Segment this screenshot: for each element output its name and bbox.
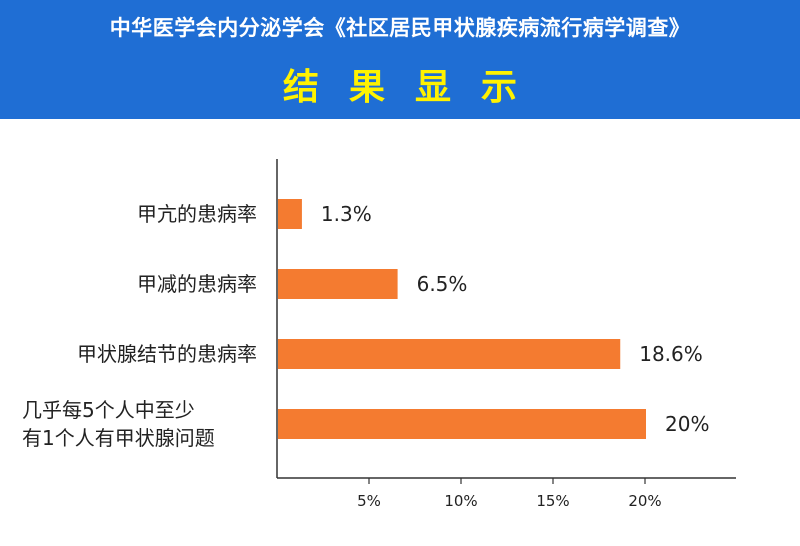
- category-label: 几乎每5个人中至少: [22, 398, 195, 422]
- bar-value-label: 1.3%: [321, 202, 372, 226]
- header-subtitle: 结果显示: [282, 67, 547, 108]
- bar: [278, 409, 646, 439]
- header-banner: 中华医学会内分泌学会《社区居民甲状腺疾病流行病学调查》 结果显示: [0, 0, 800, 119]
- bar-value-label: 6.5%: [417, 272, 468, 296]
- x-tick-label: 15%: [536, 492, 569, 510]
- category-label: 甲状腺结节的患病率: [77, 342, 257, 366]
- category-label: 有1个人有甲状腺问题: [22, 426, 215, 450]
- x-tick-label: 20%: [628, 492, 661, 510]
- bar-chart: 5% 10% 15% 20% 1.3% 甲亢的患病率 6.5% 甲减的患病率 18.6% 甲状腺结…: [22, 159, 736, 510]
- bar: [278, 339, 621, 369]
- category-label: 甲减的患病率: [137, 272, 257, 296]
- header-title: 中华医学会内分泌学会《社区居民甲状腺疾病流行病学调查》: [109, 16, 691, 40]
- x-tick-label: 10%: [444, 492, 477, 510]
- x-tick-label: 5%: [357, 492, 381, 510]
- bar-value-label: 18.6%: [639, 342, 703, 366]
- category-label: 甲亢的患病率: [137, 202, 257, 226]
- bar: [278, 199, 302, 229]
- bar-value-label: 20%: [665, 412, 709, 436]
- bar: [278, 269, 398, 299]
